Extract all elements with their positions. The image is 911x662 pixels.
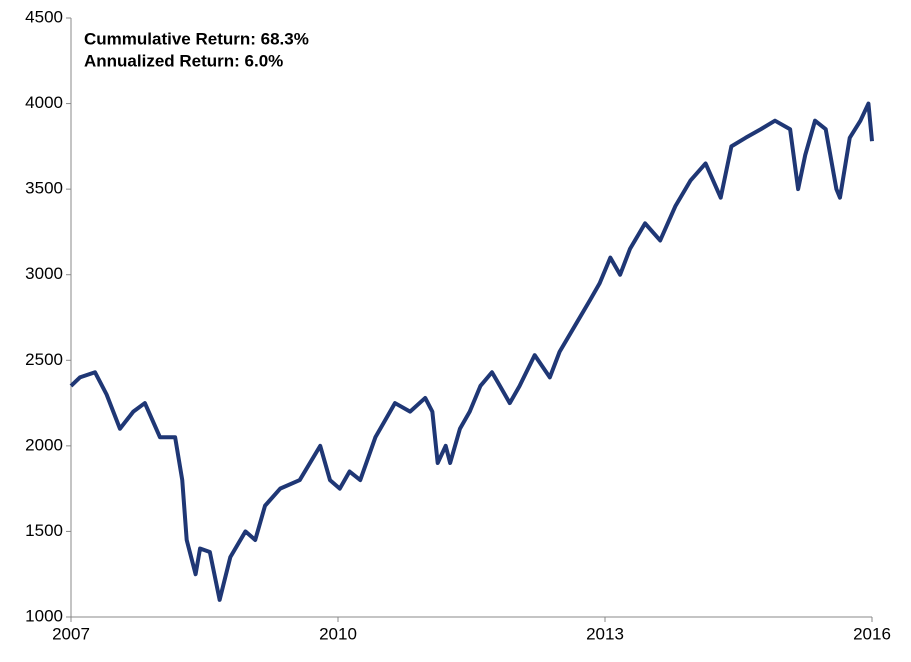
x-tick-label: 2010 (319, 624, 357, 643)
x-tick-label: 2013 (586, 624, 624, 643)
y-tick-label: 2000 (25, 435, 63, 454)
y-tick-label: 2500 (25, 350, 63, 369)
y-tick-label: 4000 (25, 93, 63, 112)
x-tick-label: 2007 (52, 624, 90, 643)
y-tick-label: 4500 (25, 7, 63, 26)
annotation: Cummulative Return: 68.3% (84, 29, 309, 48)
x-tick-label: 2016 (853, 624, 891, 643)
y-tick-label: 1500 (25, 521, 63, 540)
line-series (69, 101, 874, 602)
annotation: Annualized Return: 6.0% (84, 51, 283, 70)
y-tick-label: 3500 (25, 179, 63, 198)
y-tick-label: 1000 (25, 606, 63, 625)
y-tick-label: 3000 (25, 264, 63, 283)
